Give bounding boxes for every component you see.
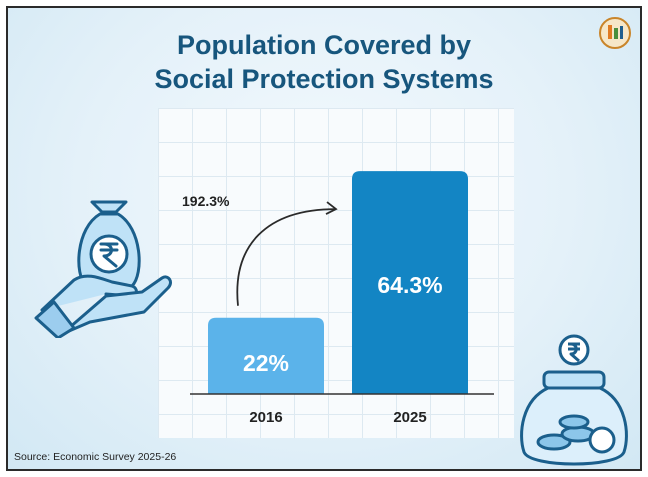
growth-annotation: 192.3% bbox=[182, 193, 230, 209]
chart-title-line-2: Social Protection Systems bbox=[154, 64, 494, 94]
bar-2025 bbox=[352, 171, 468, 394]
chart-title: Population Covered by Social Protection … bbox=[8, 28, 640, 96]
data-label-2016: 22% bbox=[243, 350, 289, 376]
chart-title-line-1: Population Covered by bbox=[176, 30, 472, 60]
infographic-card: Population Covered by Social Protection … bbox=[6, 6, 642, 471]
growth-arrow-head bbox=[325, 201, 338, 215]
x-tick-label-2025: 2025 bbox=[393, 409, 426, 426]
x-tick-label-2016: 2016 bbox=[249, 409, 282, 426]
bar-chart: 22% 2016 64.3% 2025 192.3% bbox=[182, 171, 494, 426]
money-bag-in-hand-icon bbox=[34, 200, 172, 338]
data-label-2025: 64.3% bbox=[377, 272, 442, 298]
growth-arrow bbox=[236, 208, 337, 306]
source-note: Source: Economic Survey 2025-26 bbox=[14, 451, 177, 463]
logo-icon bbox=[599, 17, 631, 49]
bar-2016 bbox=[208, 317, 324, 394]
coin-jar-icon bbox=[520, 334, 628, 466]
